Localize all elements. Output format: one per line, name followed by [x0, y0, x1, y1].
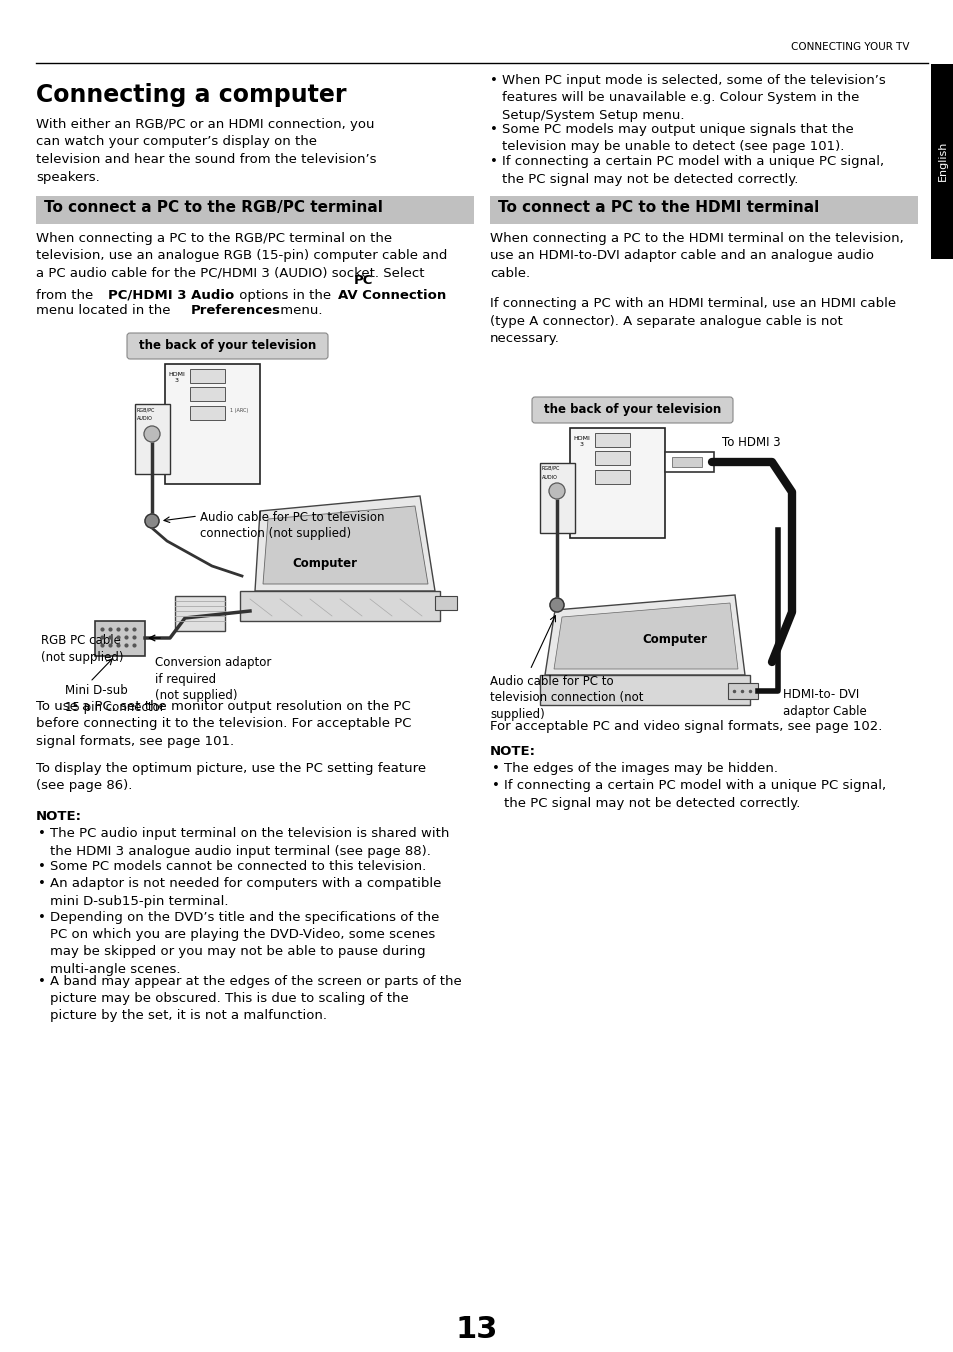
Text: •: •: [38, 877, 46, 891]
Text: •: •: [492, 780, 499, 792]
FancyBboxPatch shape: [174, 596, 225, 631]
Polygon shape: [263, 506, 428, 584]
Polygon shape: [539, 675, 749, 704]
Text: With either an RGB/PC or an HDMI connection, you
can watch your computer’s displ: With either an RGB/PC or an HDMI connect…: [36, 118, 376, 184]
Text: Audio cable for PC to television
connection (not supplied): Audio cable for PC to television connect…: [200, 511, 384, 541]
Text: An adaptor is not needed for computers with a compatible
mini D-sub15-pin termin: An adaptor is not needed for computers w…: [50, 877, 441, 909]
Text: HDMI
3: HDMI 3: [573, 435, 590, 446]
FancyBboxPatch shape: [95, 621, 145, 656]
Text: HDMI-to- DVI
adaptor Cable: HDMI-to- DVI adaptor Cable: [782, 688, 866, 718]
FancyBboxPatch shape: [135, 404, 170, 475]
FancyBboxPatch shape: [626, 627, 722, 653]
Text: from the: from the: [36, 289, 97, 301]
Text: options in the: options in the: [234, 289, 335, 301]
FancyBboxPatch shape: [532, 397, 732, 423]
FancyBboxPatch shape: [165, 364, 260, 484]
Text: 1 (ARC): 1 (ARC): [230, 408, 248, 412]
FancyBboxPatch shape: [190, 406, 225, 420]
Text: When connecting a PC to the RGB/PC terminal on the
television, use an analogue R: When connecting a PC to the RGB/PC termi…: [36, 233, 447, 280]
Text: HDMI
3: HDMI 3: [169, 372, 185, 383]
FancyBboxPatch shape: [539, 462, 575, 533]
FancyBboxPatch shape: [595, 433, 629, 448]
Text: Audio cable for PC to
television connection (not
supplied): Audio cable for PC to television connect…: [490, 675, 643, 721]
Text: •: •: [490, 155, 497, 169]
FancyBboxPatch shape: [190, 369, 225, 383]
Text: PC/HDMI 3 Audio: PC/HDMI 3 Audio: [108, 289, 234, 301]
Text: To display the optimum picture, use the PC setting feature
(see page 86).: To display the optimum picture, use the …: [36, 763, 426, 792]
FancyBboxPatch shape: [569, 429, 664, 538]
Text: CONNECTING YOUR TV: CONNECTING YOUR TV: [791, 42, 909, 51]
Text: NOTE:: NOTE:: [36, 810, 82, 823]
Polygon shape: [544, 595, 744, 675]
Text: If connecting a certain PC model with a unique PC signal,
the PC signal may not : If connecting a certain PC model with a …: [503, 780, 885, 810]
Text: To use a PC, set the monitor output resolution on the PC
before connecting it to: To use a PC, set the monitor output reso…: [36, 700, 411, 748]
Text: A band may appear at the edges of the screen or parts of the
picture may be obsc: A band may appear at the edges of the sc…: [50, 975, 461, 1022]
FancyBboxPatch shape: [490, 196, 917, 224]
Text: When connecting a PC to the HDMI terminal on the television,
use an HDMI-to-DVI : When connecting a PC to the HDMI termina…: [490, 233, 902, 280]
Text: Mini D-sub
15 pin connector: Mini D-sub 15 pin connector: [65, 684, 165, 714]
FancyBboxPatch shape: [930, 64, 953, 260]
Text: RGB/PC: RGB/PC: [137, 407, 155, 412]
Text: menu located in the: menu located in the: [36, 304, 174, 316]
Text: RGB/PC: RGB/PC: [541, 466, 559, 470]
Polygon shape: [554, 603, 738, 669]
Text: menu.: menu.: [275, 304, 322, 316]
FancyBboxPatch shape: [727, 683, 758, 699]
Text: To HDMI 3: To HDMI 3: [721, 435, 780, 449]
Text: Computer: Computer: [641, 633, 707, 646]
Text: AUDIO: AUDIO: [137, 416, 152, 420]
Text: Preferences: Preferences: [191, 304, 281, 316]
Text: AV Connection: AV Connection: [337, 289, 446, 301]
Text: the back of your television: the back of your television: [543, 403, 720, 416]
Text: AUDIO: AUDIO: [541, 475, 558, 480]
Text: Depending on the DVD’s title and the specifications of the
PC on which you are p: Depending on the DVD’s title and the spe…: [50, 910, 439, 976]
Circle shape: [144, 426, 160, 442]
FancyBboxPatch shape: [435, 596, 456, 610]
FancyBboxPatch shape: [127, 333, 328, 360]
Text: 13: 13: [456, 1315, 497, 1344]
FancyBboxPatch shape: [671, 457, 701, 466]
Text: •: •: [38, 860, 46, 873]
Text: PC: PC: [354, 274, 373, 287]
Text: For acceptable PC and video signal formats, see page 102.: For acceptable PC and video signal forma…: [490, 721, 882, 733]
Text: If connecting a PC with an HDMI terminal, use an HDMI cable
(type A connector). : If connecting a PC with an HDMI terminal…: [490, 297, 895, 345]
Circle shape: [145, 514, 159, 529]
Text: Conversion adaptor
if required
(not supplied): Conversion adaptor if required (not supp…: [154, 656, 271, 702]
Text: Connecting a computer: Connecting a computer: [36, 82, 346, 107]
Text: Some PC models may output unique signals that the
television may be unable to de: Some PC models may output unique signals…: [501, 123, 853, 153]
Text: The PC audio input terminal on the television is shared with
the HDMI 3 analogue: The PC audio input terminal on the telev…: [50, 827, 449, 857]
Text: The edges of the images may be hidden.: The edges of the images may be hidden.: [503, 763, 778, 775]
FancyBboxPatch shape: [595, 470, 629, 484]
Text: If connecting a certain PC model with a unique PC signal,
the PC signal may not : If connecting a certain PC model with a …: [501, 155, 883, 187]
Text: RGB PC cable
(not supplied): RGB PC cable (not supplied): [41, 634, 123, 664]
Circle shape: [550, 598, 563, 612]
Text: •: •: [38, 910, 46, 923]
Text: •: •: [38, 975, 46, 987]
Text: NOTE:: NOTE:: [490, 745, 536, 758]
Text: •: •: [492, 763, 499, 775]
Text: Computer: Computer: [293, 557, 357, 571]
Text: To connect a PC to the HDMI terminal: To connect a PC to the HDMI terminal: [497, 200, 819, 215]
FancyBboxPatch shape: [190, 387, 225, 402]
Text: Some PC models cannot be connected to this television.: Some PC models cannot be connected to th…: [50, 860, 426, 873]
Polygon shape: [254, 496, 435, 591]
Polygon shape: [240, 591, 439, 621]
FancyBboxPatch shape: [276, 552, 373, 577]
Circle shape: [548, 483, 564, 499]
FancyBboxPatch shape: [595, 452, 629, 465]
FancyBboxPatch shape: [36, 196, 474, 224]
FancyBboxPatch shape: [664, 452, 713, 472]
Text: To connect a PC to the RGB/PC terminal: To connect a PC to the RGB/PC terminal: [44, 200, 382, 215]
Text: English: English: [937, 141, 946, 181]
Text: •: •: [38, 827, 46, 840]
Text: the back of your television: the back of your television: [139, 339, 315, 352]
Text: When PC input mode is selected, some of the television’s
features will be unavai: When PC input mode is selected, some of …: [501, 74, 884, 122]
Text: •: •: [490, 74, 497, 87]
Text: •: •: [490, 123, 497, 135]
